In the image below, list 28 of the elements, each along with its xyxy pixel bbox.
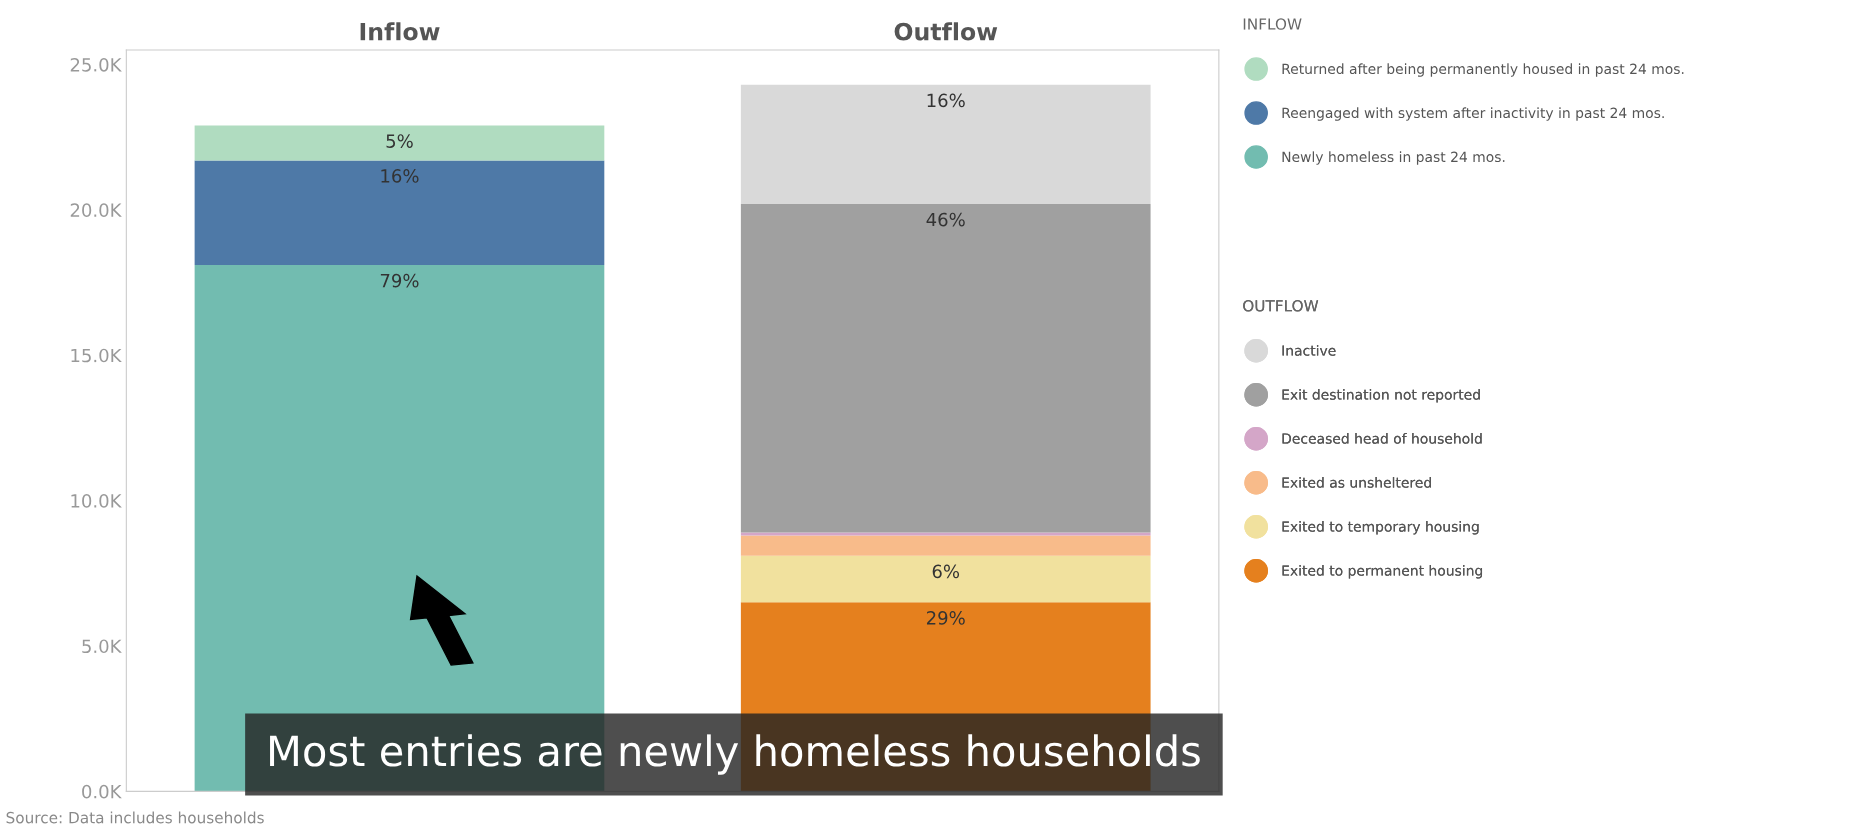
legend-label: Deceased head of household [1282, 433, 1482, 444]
annotation: 79% [380, 273, 419, 288]
x-tick-label: Inflow [360, 22, 440, 41]
text: OUTFLOW [1243, 299, 1319, 312]
annotation: Most entries are newly homeless households [270, 734, 1200, 775]
legend-label: Reengaged with system after inactivity in past 24 mos. [1282, 107, 1664, 121]
annotation: 16% [927, 93, 965, 108]
source-note: Source: Data includes households [6, 811, 264, 824]
y-tick-label: 5.0K [82, 639, 122, 654]
legend-label: Newly homeless in past 24 mos. [1282, 151, 1505, 165]
legend-label: Exited to permanent housing [1282, 565, 1483, 579]
annotation: 29% [926, 611, 965, 625]
text: INFLOW [1243, 18, 1302, 30]
y-tick-label: 25.0K [70, 57, 122, 72]
legend-label: Exited to temporary housing [1282, 521, 1479, 535]
legend-label: Exit destination not reported [1282, 389, 1480, 403]
annotation: 46% [926, 212, 965, 227]
annotation: 6% [932, 564, 960, 579]
legend-label: Inactive [1282, 345, 1336, 356]
y-tick-label: 10.0K [71, 494, 122, 508]
y-tick-label: 15.0K [71, 348, 122, 363]
legend-label: Returned after being permanently housed in past 24 mos. [1282, 63, 1684, 77]
legend-label: Exited as unsheltered [1282, 477, 1431, 488]
annotation: 16% [381, 169, 419, 183]
x-tick-label: Outflow [894, 22, 998, 41]
y-tick-label: 0.0K [82, 784, 122, 799]
y-tick-label: 20.0K [70, 203, 122, 217]
annotation: 5% [386, 134, 413, 148]
